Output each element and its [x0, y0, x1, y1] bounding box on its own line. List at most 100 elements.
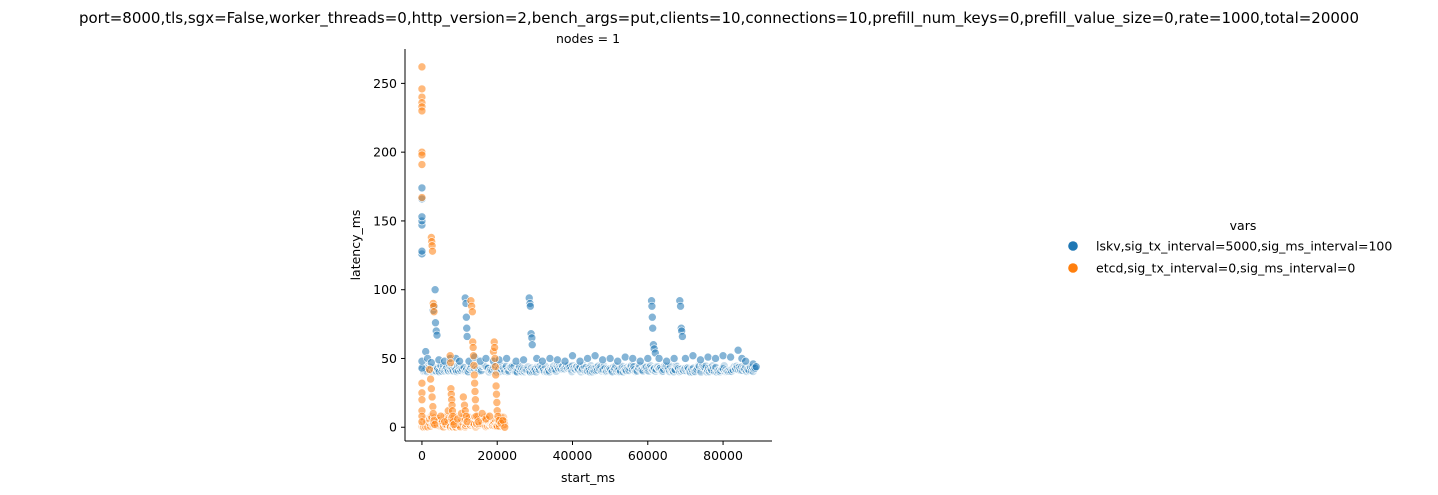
etcd-point	[425, 365, 434, 374]
lskv-point	[430, 285, 440, 295]
y-tick-label: 50	[381, 351, 397, 366]
lskv-point	[635, 356, 645, 366]
lskv-point	[726, 352, 735, 362]
etcd-point	[446, 358, 455, 367]
lskv-point	[526, 301, 535, 311]
lskv-point	[519, 355, 528, 365]
lskv-point	[718, 351, 728, 361]
lskv-point	[481, 354, 491, 363]
etcd-point	[469, 370, 479, 380]
y-tick-label: 250	[373, 76, 397, 91]
y-axis-ticks: 0 50 100 150 200 250	[373, 76, 405, 435]
legend-title: vars	[1230, 218, 1257, 233]
etcd-point	[417, 378, 427, 388]
etcd-point	[417, 62, 427, 72]
x-axis-label: start_ms	[561, 470, 615, 485]
lskv-point	[605, 354, 615, 363]
legend-label: lskv,sig_tx_interval=5000,sig_ms_interva…	[1096, 239, 1392, 254]
etcd-point	[417, 417, 427, 427]
etcd-point	[469, 361, 479, 370]
etcd-point	[440, 417, 449, 427]
lskv-point	[741, 356, 750, 366]
lskv-point	[527, 340, 537, 350]
lskv-point	[662, 356, 671, 366]
legend-marker	[1068, 241, 1078, 251]
x-tick-label: 80000	[703, 448, 743, 463]
etcd-point	[470, 387, 480, 396]
scatter-points	[417, 62, 761, 432]
lskv-point	[598, 355, 607, 365]
lskv-point	[733, 345, 743, 355]
lskv-point	[462, 323, 472, 333]
etcd-point	[490, 343, 499, 352]
lskv-point	[620, 352, 630, 362]
etcd-point	[428, 246, 437, 256]
etcd-point	[417, 106, 427, 116]
lskv-point	[643, 354, 653, 363]
etcd-point	[492, 398, 502, 407]
etcd-point	[429, 307, 439, 317]
etcd-point	[491, 362, 500, 372]
etcd-point	[471, 403, 481, 413]
lskv-point	[590, 351, 600, 361]
etcd-point	[470, 378, 479, 388]
lskv-point	[648, 323, 657, 333]
lskv-point	[502, 354, 511, 363]
lskv-point	[417, 246, 427, 256]
lskv-point	[647, 301, 657, 311]
lskv-point	[455, 356, 464, 366]
lskv-point	[560, 356, 570, 366]
lskv-point	[538, 356, 547, 366]
etcd-point	[427, 384, 436, 394]
lskv-point	[432, 330, 442, 340]
lskv-point	[711, 354, 720, 363]
y-tick-label: 200	[373, 145, 397, 160]
lskv-point	[545, 354, 555, 363]
etcd-point	[462, 417, 472, 427]
y-tick-label: 150	[373, 213, 397, 228]
lskv-point	[703, 352, 713, 362]
y-tick-label: 0	[389, 420, 397, 435]
lskv-point	[417, 183, 427, 193]
lskv-point	[462, 312, 471, 322]
etcd-point	[491, 381, 501, 391]
lskv-point	[568, 351, 577, 361]
legend-marker	[1068, 263, 1078, 273]
etcd-point	[500, 422, 510, 432]
etcd-point	[492, 389, 501, 399]
etcd-point	[469, 351, 478, 361]
lskv-point	[681, 354, 690, 363]
etcd-point	[417, 84, 427, 94]
etcd-point	[430, 420, 440, 429]
lskv-point	[669, 354, 679, 363]
lskv-point	[696, 355, 705, 365]
lskv-point	[654, 354, 664, 363]
etcd-point	[485, 411, 494, 421]
lskv-point	[628, 354, 638, 363]
lskv-point	[417, 212, 427, 222]
etcd-point	[427, 392, 437, 402]
lskv-point	[648, 312, 657, 322]
etcd-point	[468, 343, 478, 352]
lskv-point	[751, 362, 761, 372]
lskv-point	[511, 356, 521, 366]
legend-label: etcd,sig_tx_interval=0,sig_ms_interval=0	[1096, 261, 1355, 276]
facet-subtitle: nodes = 1	[556, 31, 620, 46]
etcd-point	[417, 395, 427, 405]
lskv-point	[613, 356, 622, 366]
y-tick-label: 100	[373, 282, 397, 297]
etcd-point	[474, 417, 483, 427]
x-tick-label: 20000	[477, 448, 517, 463]
x-tick-label: 40000	[553, 448, 593, 463]
etcd-point	[471, 395, 480, 405]
lskv-point	[676, 301, 685, 311]
lskv-point	[575, 356, 585, 366]
y-axis-label: latency_ms	[348, 210, 363, 281]
plot-area: 0 20000 40000 60000 80000 0 50 100 150 200 250	[373, 49, 772, 463]
lskv-point	[431, 318, 440, 328]
etcd-point	[490, 354, 500, 363]
lskv-point	[688, 351, 698, 361]
x-tick-label: 60000	[628, 448, 668, 463]
lskv-point	[462, 332, 472, 341]
